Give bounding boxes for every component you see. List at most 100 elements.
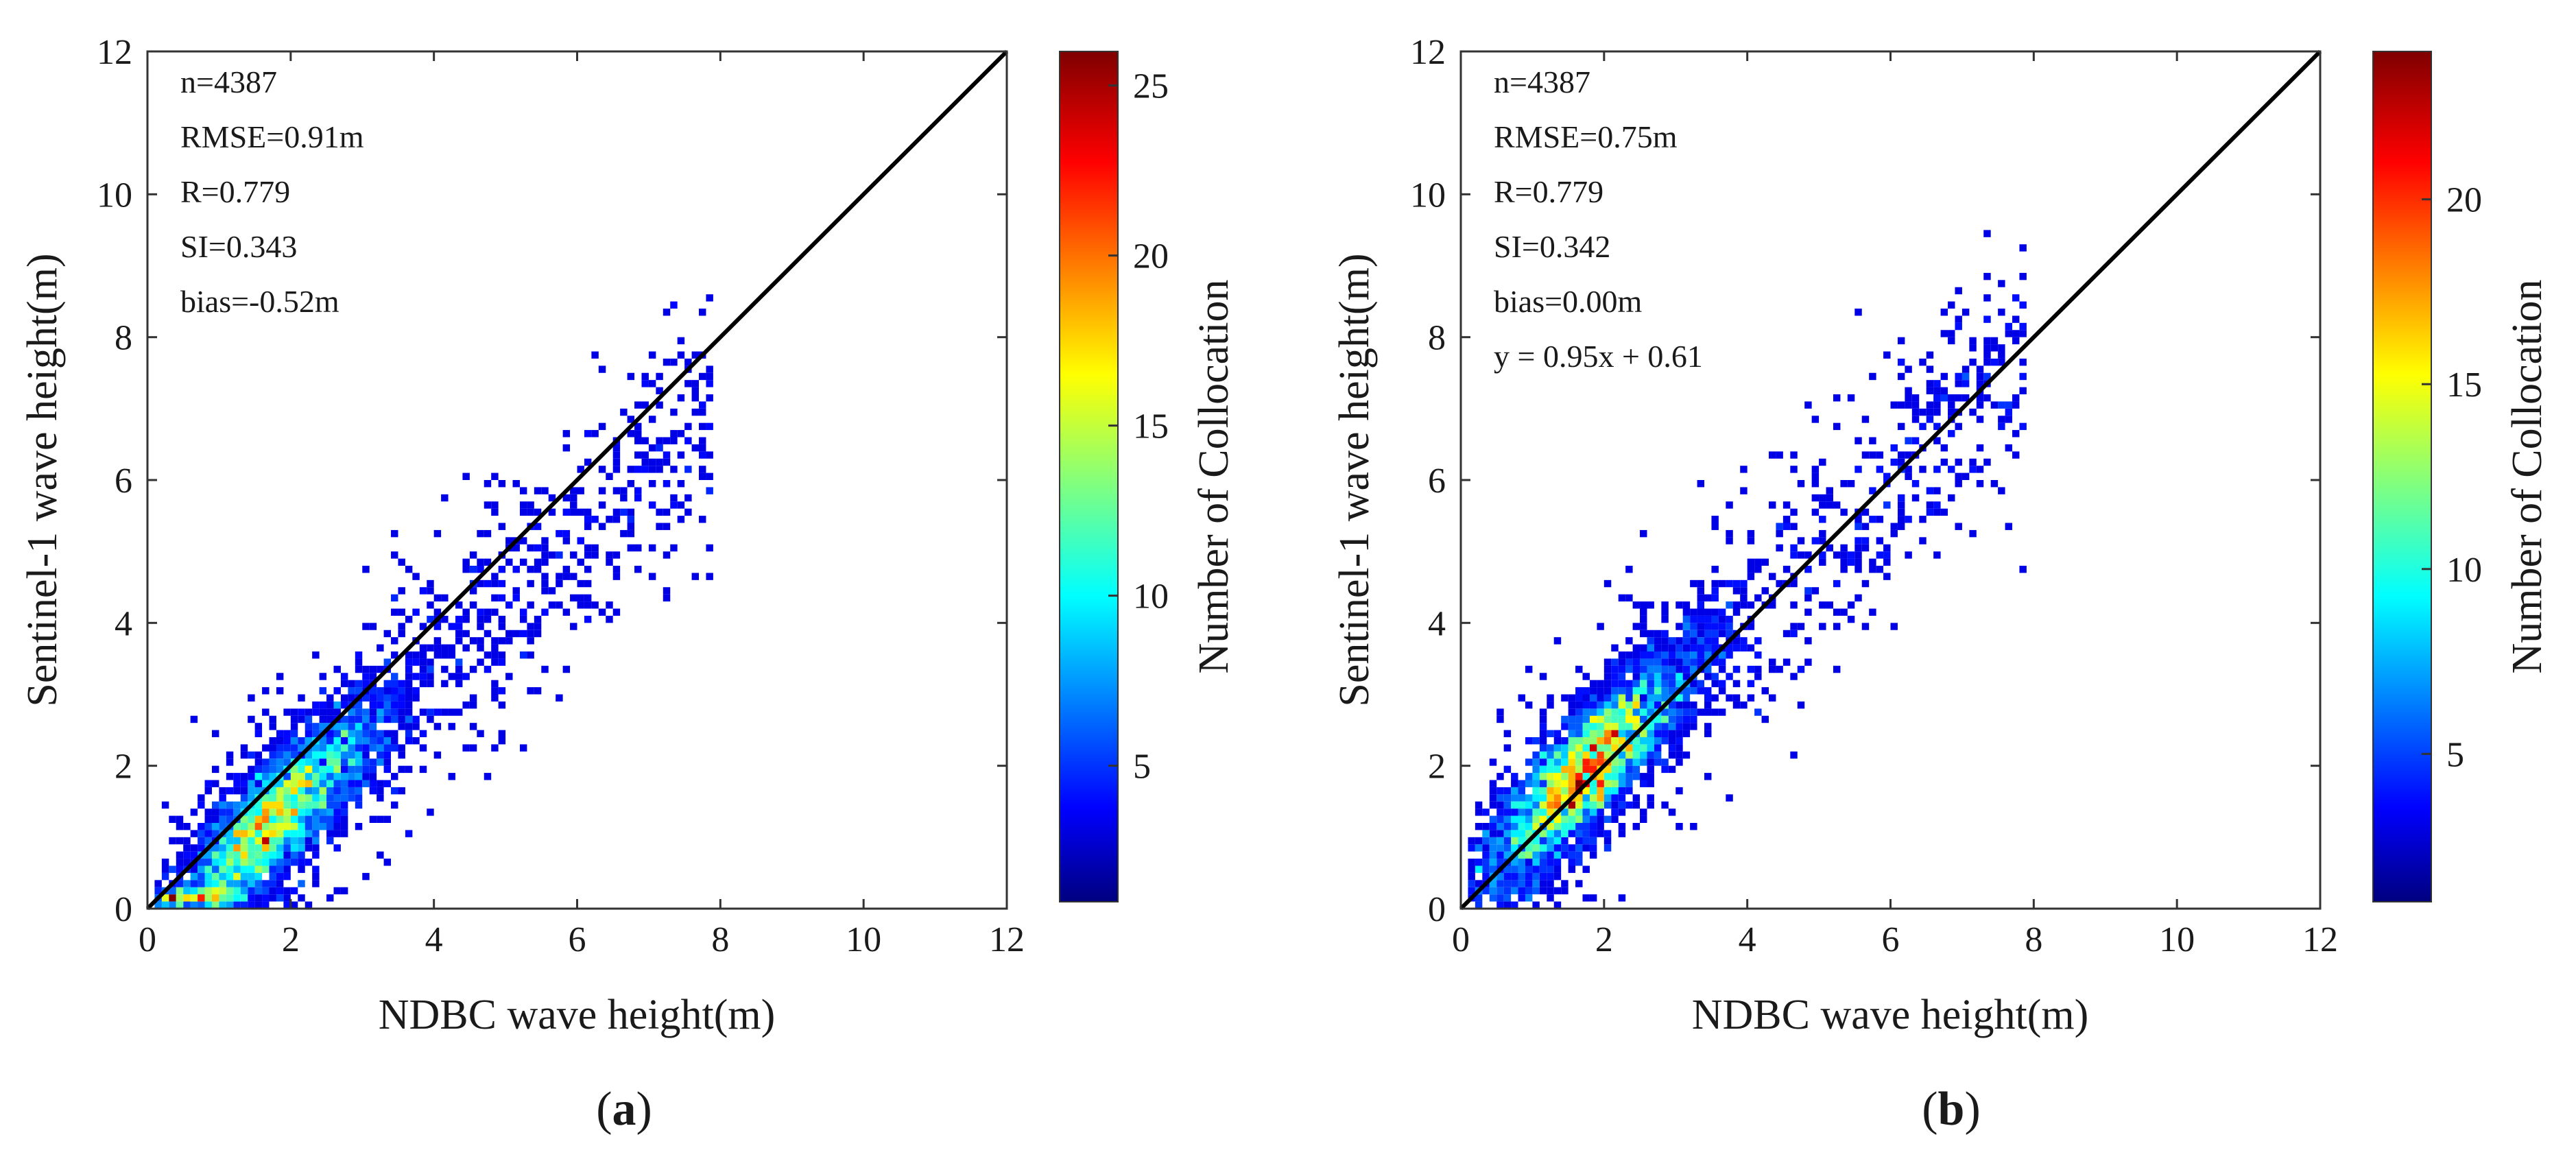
density-cell (326, 780, 334, 787)
density-cell (491, 472, 499, 480)
density-cell (484, 773, 492, 780)
density-cell (1955, 287, 1962, 295)
density-cell (656, 401, 663, 409)
density-cell (1697, 615, 1705, 623)
density-cell (1568, 830, 1576, 837)
density-cell (584, 566, 592, 573)
density-cell (276, 751, 284, 759)
density-cell (1561, 809, 1569, 816)
density-cell (1489, 830, 1497, 837)
density-cell (1911, 437, 1920, 444)
density-cell (1568, 723, 1576, 730)
density-cell (1732, 665, 1741, 673)
density-cell (1532, 751, 1540, 759)
density-cell (1983, 230, 1991, 237)
density-cell (663, 587, 671, 595)
density-cell (1782, 630, 1791, 638)
density-cell (305, 859, 313, 866)
density-cell (198, 872, 205, 881)
density-cell (283, 894, 291, 902)
density-cell (2019, 387, 2027, 394)
density-cell (1675, 623, 1683, 630)
density-cell (169, 894, 176, 902)
density-cell (584, 516, 592, 523)
density-cell (290, 794, 298, 802)
density-cell (1833, 579, 1841, 588)
density-cell (1539, 887, 1547, 895)
density-cell (2012, 315, 2020, 323)
density-cell (1547, 809, 1554, 816)
density-cell (441, 680, 449, 688)
density-cell (204, 780, 212, 787)
density-cell (462, 644, 470, 651)
density-cell (1553, 765, 1562, 774)
density-cell (1654, 630, 1662, 638)
density-cell (541, 551, 549, 559)
density-cell (1654, 651, 1662, 659)
density-cell (398, 630, 405, 638)
density-cell (1668, 680, 1676, 688)
density-cell (1732, 587, 1741, 595)
caption-b: (b) (1922, 1083, 1981, 1136)
density-cell (276, 865, 284, 873)
density-cell (1840, 544, 1848, 552)
density-cell (1582, 765, 1590, 774)
density-cell (1561, 758, 1569, 766)
density-cell (1811, 587, 1820, 595)
density-cell (527, 544, 534, 552)
density-cell (1855, 566, 1862, 573)
density-cell (1754, 651, 1762, 659)
density-cell (1911, 494, 1920, 502)
density-cell (283, 887, 291, 895)
stat-line: R=0.779 (180, 174, 290, 209)
density-cell (1732, 637, 1741, 645)
density-cell (1632, 773, 1641, 780)
density-cell (699, 472, 706, 480)
density-cell (656, 458, 663, 466)
density-cell (283, 780, 291, 787)
density-cell (1575, 701, 1583, 709)
density-cell (1618, 658, 1626, 666)
density-cell (620, 529, 628, 538)
density-cell (477, 644, 484, 651)
density-cell (612, 508, 621, 516)
density-cell (1976, 416, 1984, 423)
density-cell (1897, 501, 1905, 509)
density-cell (262, 851, 270, 859)
density-cell (1475, 809, 1483, 816)
density-cell (1589, 780, 1597, 787)
density-cell (455, 623, 463, 630)
density-cell (398, 558, 405, 566)
density-cell (512, 594, 520, 602)
density-cell (1711, 644, 1719, 651)
density-cell (1718, 630, 1726, 638)
density-cell (283, 737, 291, 745)
stat-line: R=0.779 (1494, 174, 1603, 209)
density-cell (248, 901, 255, 909)
density-cell (2012, 430, 2020, 438)
density-cell (1589, 815, 1597, 823)
density-cell (699, 516, 706, 523)
density-cell (290, 787, 298, 795)
density-cell (1575, 823, 1583, 830)
y-tick-label: 6 (1428, 462, 1446, 501)
density-cell (204, 887, 212, 895)
density-cell (233, 780, 241, 787)
density-cell (298, 765, 305, 774)
x-tick-label: 2 (282, 920, 300, 959)
density-cell (355, 680, 363, 688)
density-cell (391, 737, 398, 745)
density-cell (398, 687, 405, 695)
density-cell (1998, 487, 2005, 494)
density-cell (627, 480, 635, 488)
density-cell (1897, 508, 1905, 516)
density-cell (283, 773, 291, 780)
density-cell (1690, 823, 1697, 830)
density-cell (1897, 458, 1905, 466)
density-cell (1489, 844, 1497, 852)
density-cell (477, 623, 484, 630)
density-cell (1933, 422, 1941, 431)
density-cell (1640, 780, 1647, 787)
density-cell (333, 737, 341, 745)
density-cell (1647, 794, 1654, 802)
